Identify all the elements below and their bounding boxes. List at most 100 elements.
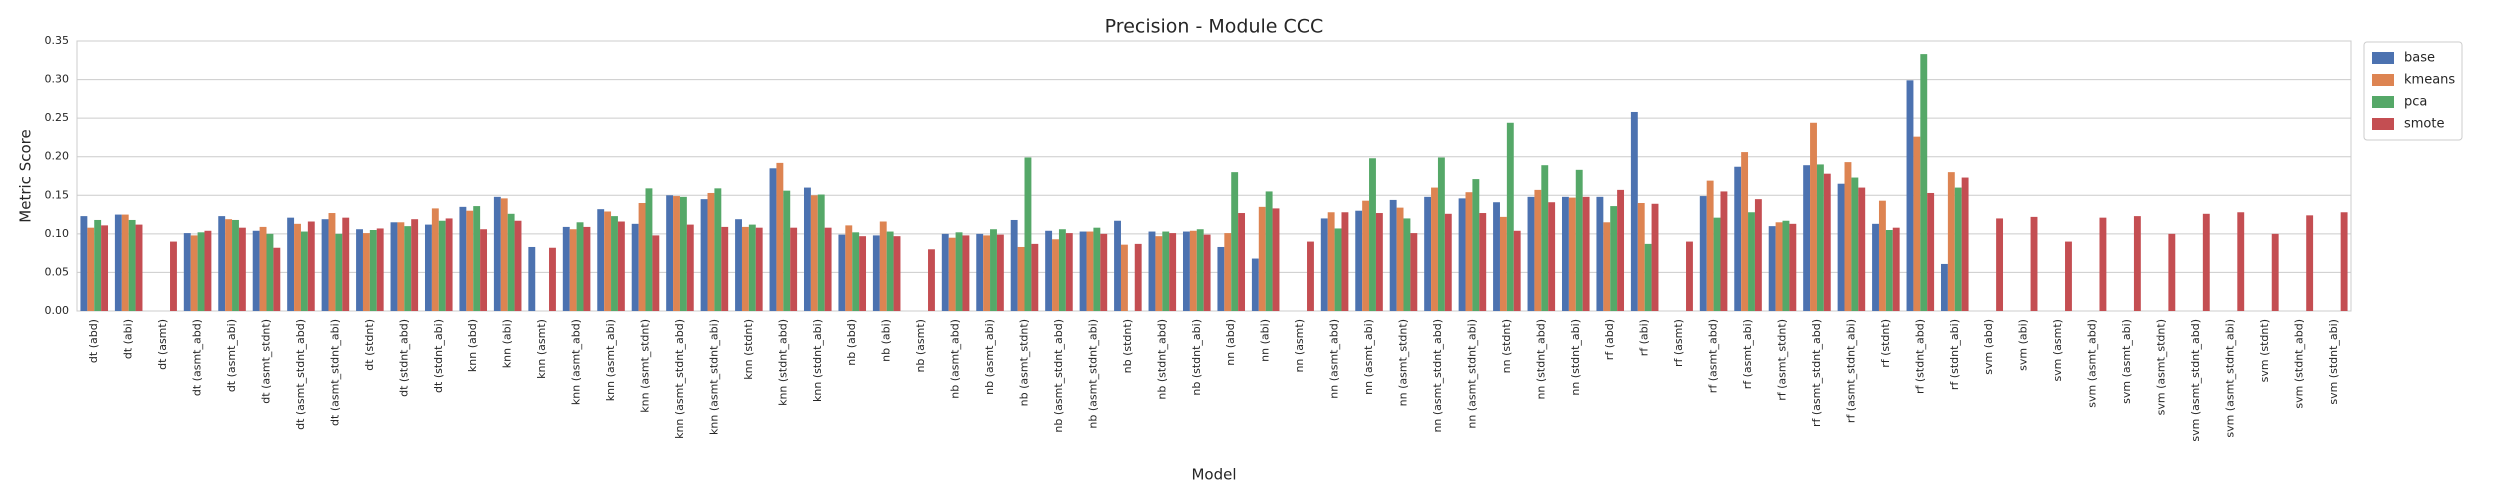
bar [2030,216,2038,311]
bar [1527,196,1535,311]
bar [225,219,233,311]
bar [183,233,191,311]
x-tick-label: knn (stdnt_abd) [776,319,789,406]
x-tick-label: dt (asmt_abd) [191,319,204,396]
bar [652,235,660,311]
y-tick-label: 0.25 [45,111,70,124]
bar [1768,226,1776,311]
x-tick-label: svm (stdnt_abd) [2292,319,2305,409]
bar [1954,187,1962,311]
x-tick-label: rf (abd) [1603,319,1616,360]
x-tick-label: knn (asmt) [535,319,548,379]
bar [1231,172,1239,311]
bar [1541,165,1549,311]
bar [1148,231,1156,311]
x-tick-label: svm (asmt_abd) [2086,319,2099,408]
bar [2202,213,2210,311]
bar [1499,216,1507,311]
x-tick-label: knn (stdnt) [742,319,755,380]
bar [1375,213,1383,311]
bar [631,223,639,311]
bar [1341,212,1349,311]
bar [1465,192,1473,311]
bar [2133,216,2141,311]
bar [1100,233,1108,311]
bar [1947,172,1955,311]
x-tick-label: rf (stdnt_abi) [1948,319,1961,390]
bar [1506,122,1514,312]
legend-label: kmeans [2404,73,2455,88]
bar [721,226,729,311]
x-tick-label: dt (asmt) [156,319,169,370]
bar [2065,241,2072,311]
bar [879,221,887,311]
x-tick-label: nn (asmt_abd) [1328,319,1341,399]
x-tick-label: svm (asmt_stdnt) [2155,319,2168,415]
bar [232,219,239,311]
bar [886,231,894,311]
bar [266,233,274,311]
bar [962,235,970,311]
x-tick-label: nn (asmt_abi) [1362,319,1375,395]
bar [1389,199,1397,311]
bar [1720,191,1728,311]
bar [1885,230,1893,311]
y-tick-label: 0.15 [45,188,70,201]
y-tick-label: 0.10 [45,227,70,240]
x-tick-label: knn (abd) [466,319,479,372]
x-tick-label: nb (asmt) [914,319,927,373]
bar [1058,229,1066,311]
bar [1851,177,1859,311]
bar [1169,233,1177,311]
bar [369,230,377,311]
plot-frame [76,40,2352,312]
bar [1052,239,1059,311]
bar [135,224,143,311]
bar [1355,210,1363,311]
bar [411,219,419,311]
bar [1686,241,1693,311]
x-tick-label: rf (asmt_stdnt) [1776,319,1789,401]
x-tick-label: nb (asmt_stdnt_abi) [1086,319,1099,429]
bar [204,230,212,311]
bar [218,216,226,311]
y-tick-label: 0.00 [45,304,70,317]
bar [1699,196,1707,311]
bar [356,229,363,311]
bar [735,219,742,311]
x-tick-label: nn (stdnt_abd) [1534,319,1547,400]
bar [1431,187,1438,311]
bar [321,219,329,311]
x-tick-label: rf (asmt_stdnt_abd) [1810,319,1823,427]
bar [838,234,846,311]
bar [872,235,880,311]
bar [80,216,88,311]
bar [666,195,674,311]
bar [376,228,384,311]
legend-swatch [2372,118,2394,130]
x-tick-label: nn (abd) [1224,319,1237,366]
bar [459,206,467,311]
bar [300,231,308,311]
x-tick-label: rf (stdnt) [1879,319,1892,368]
bar [342,217,350,311]
bar [438,220,446,311]
bar [1603,222,1611,311]
bar [1940,263,1948,311]
bar [2168,233,2176,311]
bar [748,224,756,311]
bar [287,217,295,311]
bar [197,232,205,311]
bar [1596,196,1604,311]
x-tick-label: nb (asmt_stdnt) [1018,319,1031,406]
bar [1120,244,1128,311]
x-tick-label: nb (asmt_stdnt_abd) [1052,319,1065,433]
bar [1713,217,1721,311]
bar [252,230,260,311]
bar [507,213,515,311]
bar [990,229,997,311]
bar [1706,180,1714,311]
bar [755,227,763,311]
bar [1582,196,1590,311]
bar [1272,208,1280,311]
